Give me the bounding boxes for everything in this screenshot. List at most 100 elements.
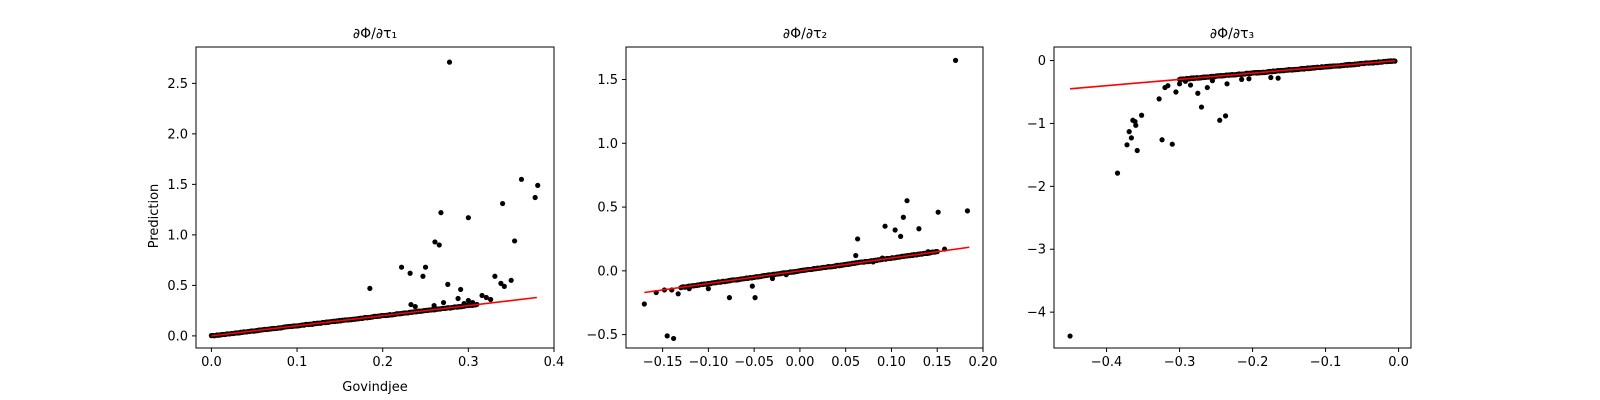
data-point	[904, 198, 910, 204]
data-point	[422, 264, 429, 270]
data-point	[512, 238, 518, 244]
panel-title: ∂Φ/∂τ₃	[1210, 26, 1254, 42]
data-point	[367, 285, 373, 292]
x-tick-label: 0.20	[969, 355, 998, 370]
data-point	[458, 286, 464, 293]
data-point	[641, 301, 647, 307]
data-point	[952, 57, 959, 63]
data-point	[412, 303, 418, 310]
y-tick-label: 1.5	[597, 73, 618, 88]
data-point	[853, 252, 859, 259]
data-point	[752, 295, 758, 301]
data-point	[935, 209, 941, 215]
panel-dphi-dtau2: ∂Φ/∂τ₂ −0.15 −0.10 −0.05 0.00 0.05 0.10 0.15 0.…	[586, 26, 997, 370]
data-point	[1126, 129, 1132, 135]
y-tick-label: −0.5	[586, 328, 618, 343]
data-point	[705, 286, 711, 292]
data-point	[675, 291, 681, 297]
panel-title: ∂Φ/∂τ₂	[783, 26, 827, 42]
data-point	[407, 270, 413, 276]
x-tick-label: 0.1	[287, 355, 308, 370]
x-tick-label: 0.00	[785, 355, 814, 370]
data-point	[1182, 78, 1189, 84]
data-point	[1124, 142, 1130, 148]
x-tick-label: 0.0	[201, 355, 222, 370]
x-tick-label: 0.2	[372, 355, 393, 370]
data-point	[470, 299, 476, 306]
axes-frame	[625, 46, 984, 349]
data-point	[1222, 113, 1229, 119]
data-point	[432, 239, 438, 245]
data-point	[455, 295, 461, 302]
data-point	[483, 294, 489, 301]
data-point	[898, 233, 904, 240]
data-point	[726, 295, 733, 301]
data-point	[1067, 333, 1073, 339]
data-point	[1246, 76, 1252, 82]
x-tick-label: 0.15	[923, 355, 952, 370]
y-tick-label: −2	[1027, 180, 1046, 195]
data-point	[964, 208, 971, 214]
x-tick-label: −0.1	[1310, 355, 1342, 370]
data-point	[1139, 112, 1145, 118]
x-tick-label: 0.4	[544, 355, 565, 370]
data-point	[769, 275, 776, 282]
axes-frame	[195, 46, 555, 349]
y-tick-label: 0.0	[167, 329, 188, 344]
panel-title: ∂Φ/∂τ₁	[353, 26, 397, 42]
data-point	[1165, 83, 1171, 89]
plot-area	[1067, 58, 1398, 339]
data-point	[1198, 104, 1205, 110]
data-point	[1209, 78, 1216, 84]
data-point	[461, 300, 467, 307]
y-tick-label: 0.0	[597, 264, 618, 279]
plot-area	[641, 57, 971, 342]
x-tick-label: −0.2	[1237, 355, 1269, 370]
data-point	[1217, 117, 1223, 123]
x-tick-label: 0.3	[458, 355, 479, 370]
data-point	[1275, 75, 1281, 81]
data-point	[408, 301, 414, 308]
data-point	[532, 194, 538, 201]
y-tick-label: 2.0	[167, 127, 188, 142]
x-tick-label: −0.10	[688, 355, 728, 370]
data-point	[431, 302, 437, 309]
data-point	[479, 292, 485, 299]
data-point	[518, 176, 525, 182]
data-point	[686, 286, 692, 292]
data-point	[1239, 76, 1245, 82]
data-point	[446, 59, 453, 65]
data-point	[916, 226, 922, 232]
y-tick-label: −4	[1027, 306, 1046, 321]
data-point	[1176, 81, 1183, 87]
y-tick-label: 0	[1038, 54, 1046, 69]
data-point	[664, 333, 670, 339]
data-point	[436, 242, 442, 248]
data-point	[671, 335, 677, 342]
data-point	[445, 281, 451, 287]
data-point	[1224, 81, 1230, 87]
panel-dphi-dtau3: ∂Φ/∂τ₃ −0.4 −0.3 −0.2 −0.1 0.0 −4 −3 −2 −1 0	[1027, 26, 1412, 370]
panel-dphi-dtau1: ∂Φ/∂τ₁ Prediction Govindjee 0.0 0.1 0.2 0.3…	[147, 26, 564, 395]
x-tick-label: 0.0	[1388, 355, 1409, 370]
y-tick-label: 1.5	[167, 178, 188, 193]
data-point	[1156, 96, 1162, 102]
y-tick-label: 0.5	[167, 279, 188, 294]
data-point	[438, 210, 444, 216]
plot-area	[208, 59, 541, 339]
data-point	[501, 283, 507, 289]
data-point	[535, 182, 541, 188]
data-point	[1133, 122, 1139, 128]
data-point	[892, 227, 898, 233]
data-point	[1169, 141, 1175, 147]
data-point	[882, 223, 888, 229]
y-tick-label: 1.0	[597, 137, 618, 152]
data-point	[488, 296, 494, 303]
data-point	[1187, 82, 1194, 88]
x-tick-label: −0.3	[1164, 355, 1196, 370]
y-tick-label: 2.5	[167, 77, 188, 92]
y-tick-label: 1.0	[167, 228, 188, 243]
y-tick-label: −3	[1027, 243, 1046, 258]
x-tick-label: 0.10	[877, 355, 906, 370]
